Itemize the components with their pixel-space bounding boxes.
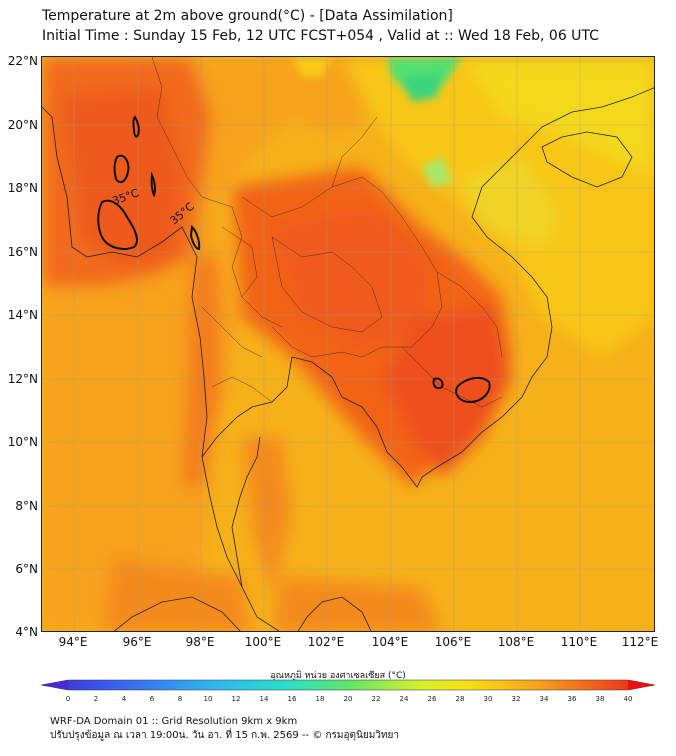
colorbar-tick-label: 2 (94, 695, 98, 703)
lon-tick: 94°E (58, 635, 88, 649)
colorbar: 0 2 4 6 8 10 12 14 16 18 20 22 24 26 28 30 32 34 36 38 40 (40, 679, 656, 703)
colorbar-tick-label: 34 (540, 695, 549, 703)
colorbar-tick-label: 0 (66, 695, 70, 703)
temperature-map: 35°C 35°C (41, 56, 655, 632)
colorbar-tick-label: 18 (316, 695, 325, 703)
graticule (42, 57, 654, 631)
colorbar-tick-label: 16 (288, 695, 297, 703)
coastlines (42, 87, 654, 631)
colorbar-tick-label: 4 (122, 695, 127, 703)
colorbar-tick-label: 24 (400, 695, 409, 703)
lon-tick: 102°E (307, 635, 345, 649)
colorbar-ramp (40, 679, 656, 691)
footer-domain: WRF-DA Domain 01 :: Grid Resolution 9km … (50, 716, 298, 727)
lat-tick: 18°N (7, 181, 38, 195)
lat-tick: 4°N (15, 625, 38, 639)
cool-region (342, 57, 654, 357)
contour-ring (150, 171, 157, 198)
colorbar-tick-label: 14 (260, 695, 269, 703)
lat-tick: 12°N (7, 372, 38, 386)
contour-ring (432, 377, 444, 390)
colorbar-tick-label: 30 (484, 695, 493, 703)
title-line-1: Temperature at 2m above ground(°C) - [Da… (42, 8, 453, 24)
lon-tick: 104°E (371, 635, 409, 649)
colorbar-tick-label: 38 (596, 695, 605, 703)
colorbar-title: อุณหภูมิ หน่วย องศาเซลเซียส (°C) (270, 671, 406, 681)
colorbar-low-arrow (41, 680, 68, 690)
admin-borders (151, 57, 503, 408)
lat-tick: 10°N (7, 435, 38, 449)
contour-ring (97, 199, 139, 250)
lat-tick: 16°N (7, 245, 38, 259)
lat-tick: 22°N (7, 54, 38, 68)
colorbar-tick-label: 32 (512, 695, 521, 703)
colorbar-tick-label: 40 (624, 695, 633, 703)
colorbar-tick-label: 12 (232, 695, 241, 703)
lon-tick: 110°E (560, 635, 598, 649)
map-title: Temperature at 2m above ground(°C) - [Da… (42, 6, 599, 46)
colorbar-tick-label: 26 (428, 695, 437, 703)
lon-tick: 108°E (497, 635, 535, 649)
colorbar-tick-label: 36 (568, 695, 577, 703)
contour-35 (97, 115, 491, 404)
colorbar-tick-label: 6 (150, 695, 155, 703)
lon-tick: 98°E (185, 635, 215, 649)
colorbar-ticks: 0 2 4 6 8 10 12 14 16 18 20 22 24 26 28 30 32 34 36 38 40 (66, 695, 633, 703)
colorbar-tick-label: 28 (456, 695, 465, 703)
lat-tick: 6°N (15, 562, 38, 576)
colorbar-high-arrow (628, 680, 655, 690)
colorbar-tick-label: 10 (204, 695, 213, 703)
title-line-2: Initial Time : Sunday 15 Feb, 12 UTC FCS… (42, 28, 599, 44)
lat-tick: 20°N (7, 118, 38, 132)
land-heat-field (42, 57, 512, 631)
contour-ring (113, 154, 130, 184)
colorbar-tick-label: 22 (372, 695, 381, 703)
lon-tick: 100°E (244, 635, 282, 649)
cold-patch (292, 57, 462, 187)
colorbar-tick-label: 20 (344, 695, 353, 703)
lat-tick: 8°N (15, 499, 38, 513)
lon-tick: 96°E (122, 635, 152, 649)
lat-tick: 14°N (7, 308, 38, 322)
contour-ring (132, 115, 140, 138)
contour-ring (455, 376, 491, 404)
lon-tick: 106°E (434, 635, 472, 649)
footer-update: ปรับปรุงข้อมูล ณ เวลา 19:00น. วัน อา. ที… (50, 730, 399, 741)
map-canvas: 35°C 35°C (42, 57, 654, 631)
colorbar-tick-label: 8 (178, 695, 182, 703)
lon-tick: 112°E (621, 635, 659, 649)
contour-ring (189, 224, 201, 251)
